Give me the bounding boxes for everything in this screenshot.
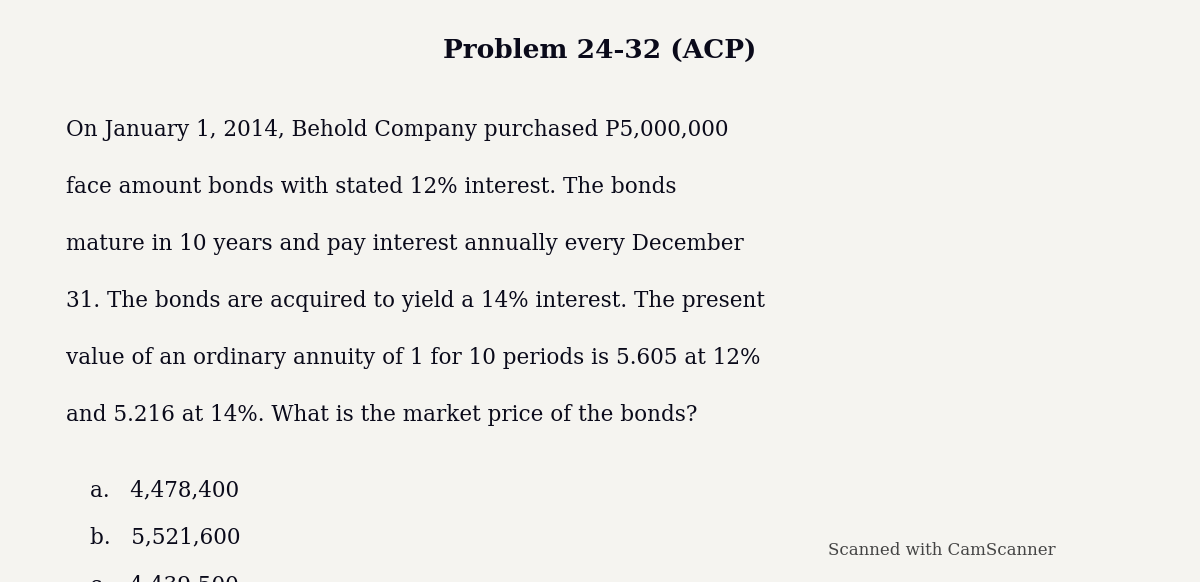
Text: face amount bonds with stated 12% interest. The bonds: face amount bonds with stated 12% intere…	[66, 176, 677, 198]
Text: 31. The bonds are acquired to yield a 14% interest. The present: 31. The bonds are acquired to yield a 14…	[66, 290, 766, 313]
Text: c.   4,439,500  .: c. 4,439,500 .	[90, 574, 259, 582]
Text: On January 1, 2014, Behold Company purchased P5,000,000: On January 1, 2014, Behold Company purch…	[66, 119, 728, 141]
Text: Scanned with CamScanner: Scanned with CamScanner	[828, 542, 1056, 559]
Text: a.   4,478,400: a. 4,478,400	[90, 479, 239, 501]
Text: value of an ordinary annuity of 1 for 10 periods is 5.605 at 12%: value of an ordinary annuity of 1 for 10…	[66, 347, 761, 370]
Text: Problem 24-32 (ACP): Problem 24-32 (ACP)	[443, 38, 757, 63]
Text: b.   5,521,600: b. 5,521,600	[90, 527, 240, 549]
Text: and 5.216 at 14%. What is the market price of the bonds?: and 5.216 at 14%. What is the market pri…	[66, 404, 697, 427]
Text: mature in 10 years and pay interest annually every December: mature in 10 years and pay interest annu…	[66, 233, 744, 255]
